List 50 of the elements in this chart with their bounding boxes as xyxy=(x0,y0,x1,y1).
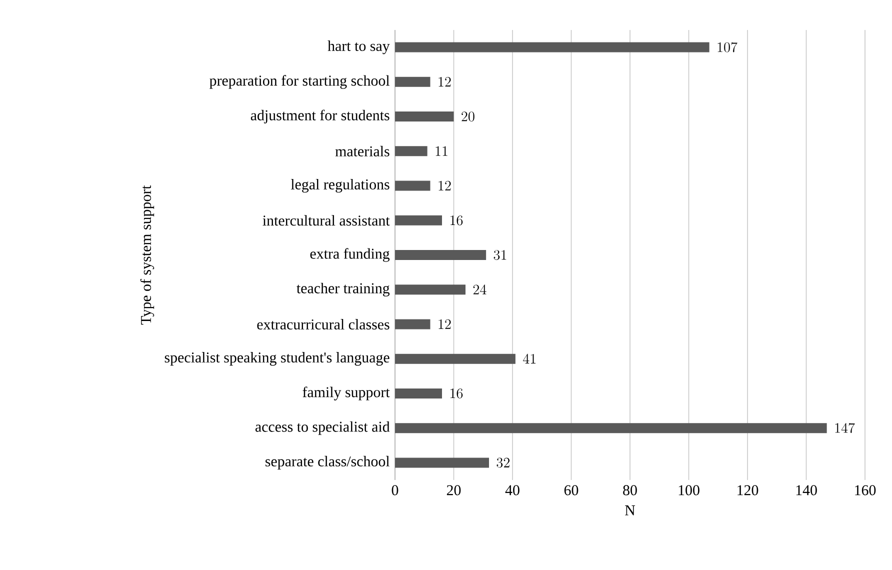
bar xyxy=(395,112,454,122)
x-tick-label: 20 xyxy=(446,485,461,496)
bar xyxy=(395,250,486,260)
y-tick-label: access to specialist aid xyxy=(255,421,390,435)
y-tick-label: materials xyxy=(335,146,390,156)
y-tick-label: extra funding xyxy=(310,248,390,262)
data-label: 147 xyxy=(835,423,855,433)
bar xyxy=(395,319,430,330)
data-label: 41 xyxy=(523,354,536,364)
data-label: 12 xyxy=(438,77,451,87)
x-tick-label: 160 xyxy=(855,485,876,496)
x-tick-label: 140 xyxy=(796,485,817,496)
y-tick-label: separate class/school xyxy=(266,456,390,470)
x-tick-label: 80 xyxy=(623,485,637,496)
y-axis-title: Type of system support xyxy=(140,185,154,325)
bar xyxy=(395,458,490,468)
bar xyxy=(395,388,442,398)
y-tick-label: teacher training xyxy=(296,282,390,296)
x-tick-label: 0 xyxy=(392,485,398,496)
x-tick-label: 60 xyxy=(564,485,578,496)
data-label: 12 xyxy=(438,319,451,329)
y-tick-label: adjustment for students xyxy=(250,110,390,124)
data-label: 107 xyxy=(718,42,738,52)
y-tick-label: intercultural assistant xyxy=(262,215,390,226)
data-label: 31 xyxy=(494,250,506,260)
y-tick-label: legal regulations xyxy=(290,178,390,193)
data-label: 11 xyxy=(436,146,448,156)
data-label: 16 xyxy=(450,388,463,398)
x-tick-label: 120 xyxy=(738,485,758,496)
y-tick-label: preparation for starting school xyxy=(210,75,390,89)
bar xyxy=(395,423,827,434)
y-tick-label: extracurricural classes xyxy=(257,318,390,330)
data-label: 32 xyxy=(496,458,510,468)
bar xyxy=(395,354,516,364)
y-tick-label: specialist speaking student's language xyxy=(164,352,390,366)
y-tick-label: hart to say xyxy=(328,40,390,54)
y-tick-label: family support xyxy=(302,386,390,400)
x-tick-label: 100 xyxy=(678,485,700,496)
x-axis-title: N xyxy=(625,505,636,516)
bar xyxy=(395,146,428,156)
bar xyxy=(395,284,466,295)
data-label: 16 xyxy=(450,215,463,226)
x-tick-label: 40 xyxy=(505,485,520,496)
bar xyxy=(395,180,430,191)
data-label: 20 xyxy=(462,112,474,122)
data-label: 12 xyxy=(438,180,451,190)
bar xyxy=(395,42,710,52)
data-label: 24 xyxy=(473,284,486,294)
bar xyxy=(395,215,442,226)
bar xyxy=(395,76,430,87)
